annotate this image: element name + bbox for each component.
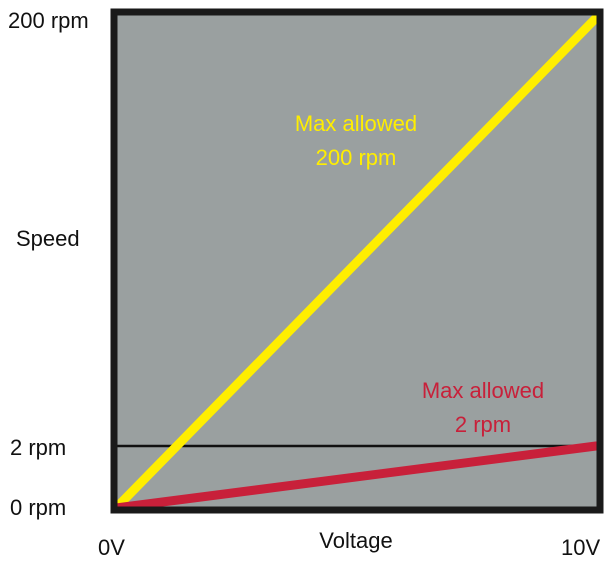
annotation-200-rpm-line-1: Max allowed [295, 111, 417, 136]
x-tick-label-0v: 0V [98, 535, 125, 560]
y-tick-label-200-rpm: 200 rpm [8, 8, 89, 33]
plot-frame [110, 8, 604, 514]
x-tick-label-10v: 10V [561, 535, 600, 560]
series-line-max-200-rpm [111, 13, 601, 513]
y-tick-label-0-rpm: 0 rpm [10, 495, 66, 520]
series-line-max-2-rpm [111, 441, 601, 513]
x-axis-label: Voltage [319, 528, 392, 553]
y-axis-label: Speed [16, 226, 80, 251]
annotation-200-rpm-line-2: 200 rpm [316, 145, 397, 170]
annotation-2-rpm-line-2: 2 rpm [455, 412, 511, 437]
annotation-2-rpm-line-1: Max allowed [422, 378, 544, 403]
y-tick-label-2-rpm: 2 rpm [10, 435, 66, 460]
